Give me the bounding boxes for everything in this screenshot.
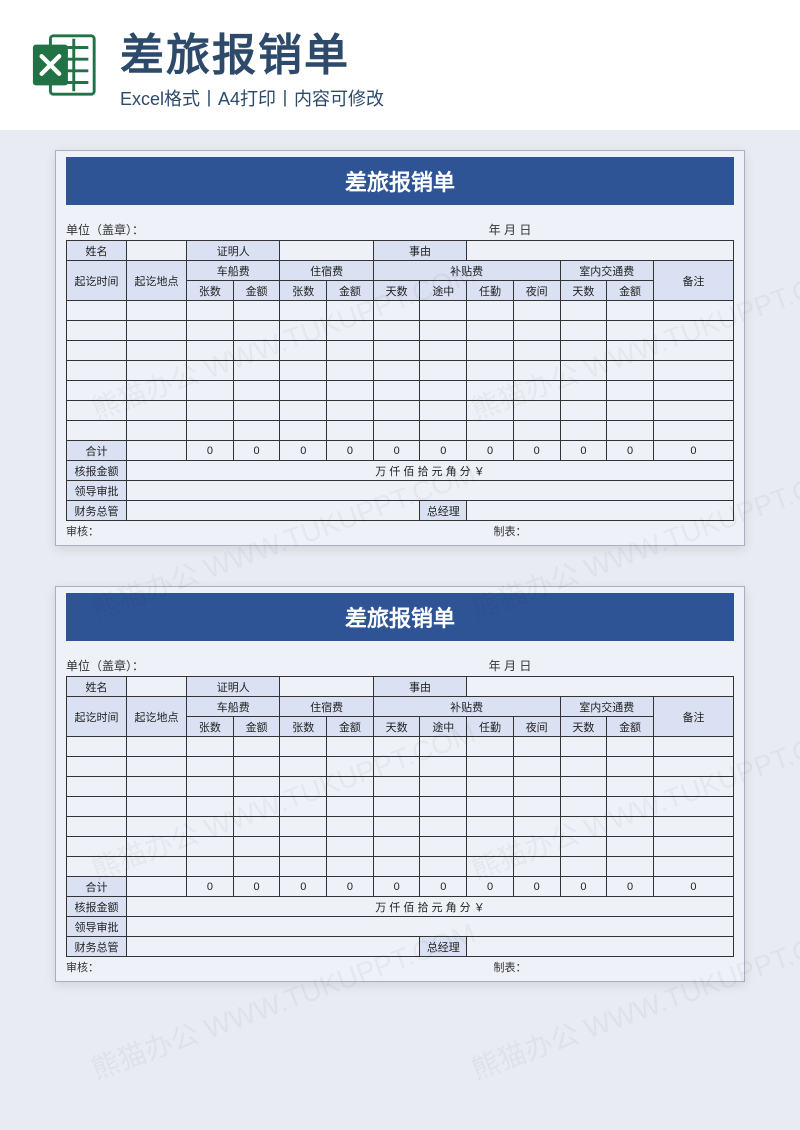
total-cell: 0: [513, 441, 560, 461]
total-cell: 0: [373, 441, 420, 461]
reviewer-label: 审核：: [66, 959, 286, 975]
total-cell: 0: [327, 877, 374, 897]
total-cell: 0: [373, 877, 420, 897]
allowance-label: 补贴费: [373, 697, 560, 717]
time-label: 起讫时间: [67, 697, 127, 737]
total-cell: 0: [653, 877, 733, 897]
total-cell: 0: [607, 877, 654, 897]
local-label: 室内交通费: [560, 261, 653, 281]
place-label: 起讫地点: [127, 261, 187, 301]
maker-label: 制表：: [286, 523, 734, 539]
unit-label: 单位（盖章）：: [66, 221, 286, 238]
fare-label: 车船费: [187, 697, 280, 717]
name-label: 姓名: [67, 241, 127, 261]
excel-icon: [30, 30, 100, 100]
reason-label: 事由: [373, 241, 466, 261]
total-label: 合计: [67, 877, 127, 897]
reason-label: 事由: [373, 677, 466, 697]
gm-label: 总经理: [420, 937, 467, 957]
maker-label: 制表：: [286, 959, 734, 975]
witness-label: 证明人: [187, 241, 280, 261]
allowance-label: 补贴费: [373, 261, 560, 281]
lodging-label: 住宿费: [280, 697, 373, 717]
amount-label: 核报金额: [67, 461, 127, 481]
expense-table: 姓名 证明人 事由 起讫时间 起讫地点 车船费 住宿费 补贴费 室内交通费 备注…: [66, 676, 734, 957]
gm-label: 总经理: [420, 501, 467, 521]
total-cell: 0: [420, 441, 467, 461]
fin-label: 财务总管: [67, 937, 127, 957]
expense-form-2: 差旅报销单 单位（盖章）： 年 月 日 姓名 证明人 事由 起讫时间 起讫地点 …: [55, 586, 745, 982]
total-cell: 0: [653, 441, 733, 461]
expense-table: 姓名 证明人 事由 起讫时间 起讫地点 车船费 住宿费 补贴费 室内交通费 备注…: [66, 240, 734, 521]
place-label: 起讫地点: [127, 697, 187, 737]
total-cell: 0: [607, 441, 654, 461]
lodging-label: 住宿费: [280, 261, 373, 281]
time-label: 起讫时间: [67, 261, 127, 301]
total-cell: 0: [280, 441, 327, 461]
total-cell: 0: [560, 877, 607, 897]
form-title: 差旅报销单: [66, 593, 734, 641]
amount-words: 万 仟 佰 拾 元 角 分 ￥: [127, 897, 734, 917]
remark-label: 备注: [653, 697, 733, 737]
total-cell: 0: [233, 877, 280, 897]
unit-label: 单位（盖章）：: [66, 657, 286, 674]
fare-label: 车船费: [187, 261, 280, 281]
witness-label: 证明人: [187, 677, 280, 697]
amount-words: 万 仟 佰 拾 元 角 分 ￥: [127, 461, 734, 481]
total-cell: 0: [280, 877, 327, 897]
total-cell: 0: [327, 441, 374, 461]
date-label: 年 月 日: [286, 221, 734, 238]
fin-label: 财务总管: [67, 501, 127, 521]
page-subtitle: Excel格式丨A4打印丨内容可修改: [120, 85, 384, 111]
name-label: 姓名: [67, 677, 127, 697]
total-cell: 0: [467, 441, 514, 461]
reviewer-label: 审核：: [66, 523, 286, 539]
total-cell: 0: [420, 877, 467, 897]
header-band: 差旅报销单 Excel格式丨A4打印丨内容可修改: [0, 0, 800, 130]
approve-label: 领导审批: [67, 917, 127, 937]
form-title: 差旅报销单: [66, 157, 734, 205]
total-cell: 0: [187, 441, 234, 461]
total-cell: 0: [467, 877, 514, 897]
approve-label: 领导审批: [67, 481, 127, 501]
expense-form-1: 差旅报销单 单位（盖章）： 年 月 日 姓名 证明人 事由 起讫时间 起讫地点 …: [55, 150, 745, 546]
total-cell: 0: [187, 877, 234, 897]
local-label: 室内交通费: [560, 697, 653, 717]
page-title: 差旅报销单: [120, 19, 384, 83]
total-cell: 0: [513, 877, 560, 897]
total-cell: 0: [560, 441, 607, 461]
remark-label: 备注: [653, 261, 733, 301]
amount-label: 核报金额: [67, 897, 127, 917]
total-label: 合计: [67, 441, 127, 461]
date-label: 年 月 日: [286, 657, 734, 674]
total-cell: 0: [233, 441, 280, 461]
